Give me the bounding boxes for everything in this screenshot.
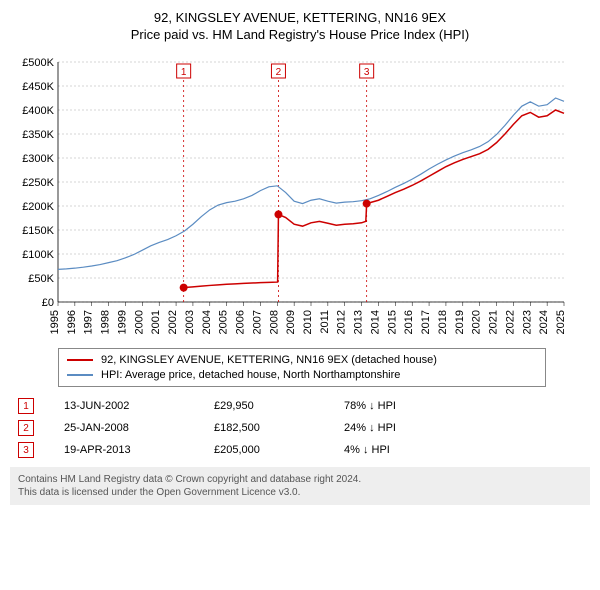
svg-text:£100K: £100K <box>22 249 54 261</box>
svg-text:2003: 2003 <box>184 310 196 334</box>
svg-text:2008: 2008 <box>268 310 280 334</box>
svg-text:2025: 2025 <box>555 310 567 334</box>
svg-text:1995: 1995 <box>49 310 61 334</box>
svg-text:2021: 2021 <box>488 310 500 334</box>
chart-container: £0 £50K £100K £150K £200K £250K £300K £350K £400… <box>10 52 590 342</box>
title-address: 92, KINGSLEY AVENUE, KETTERING, NN16 9EX <box>10 10 590 27</box>
svg-text:2005: 2005 <box>218 310 230 334</box>
svg-text:£50K: £50K <box>28 273 54 285</box>
svg-text:2022: 2022 <box>504 310 516 334</box>
svg-text:£250K: £250K <box>22 177 54 189</box>
svg-text:2013: 2013 <box>353 310 365 334</box>
svg-text:1998: 1998 <box>100 310 112 334</box>
legend-item-hpi: HPI: Average price, detached house, Nort… <box>67 368 537 383</box>
svg-text:£200K: £200K <box>22 201 54 213</box>
legend-swatch-hpi <box>67 374 93 376</box>
svg-text:1999: 1999 <box>116 310 128 334</box>
sale-date-3: 19-APR-2013 <box>64 444 214 456</box>
sale-row-2: 2 25-JAN-2008 £182,500 24% ↓ HPI <box>10 417 590 439</box>
svg-text:£450K: £450K <box>22 81 54 93</box>
svg-text:2016: 2016 <box>403 310 415 334</box>
svg-text:2017: 2017 <box>420 310 432 334</box>
svg-text:2: 2 <box>276 67 282 78</box>
svg-text:2009: 2009 <box>285 310 297 334</box>
legend-swatch-property <box>67 359 93 361</box>
sale-date-1: 13-JUN-2002 <box>64 400 214 412</box>
title-block: 92, KINGSLEY AVENUE, KETTERING, NN16 9EX… <box>10 10 590 44</box>
sale-marker-2: 2 <box>18 420 34 436</box>
sale-marker-3: 3 <box>18 442 34 458</box>
svg-text:1996: 1996 <box>66 310 78 334</box>
sale-row-3: 3 19-APR-2013 £205,000 4% ↓ HPI <box>10 439 590 461</box>
svg-text:2018: 2018 <box>437 310 449 334</box>
svg-text:£500K: £500K <box>22 57 54 69</box>
svg-text:2015: 2015 <box>386 310 398 334</box>
svg-text:2020: 2020 <box>471 310 483 334</box>
svg-text:2019: 2019 <box>454 310 466 334</box>
svg-text:£300K: £300K <box>22 153 54 165</box>
svg-text:£400K: £400K <box>22 105 54 117</box>
svg-text:2023: 2023 <box>521 310 533 334</box>
svg-text:2006: 2006 <box>235 310 247 334</box>
sale-price-2: £182,500 <box>214 422 344 434</box>
svg-text:2001: 2001 <box>150 310 162 334</box>
svg-text:3: 3 <box>364 67 370 78</box>
price-chart: £0 £50K £100K £150K £200K £250K £300K £350K £400… <box>10 52 570 342</box>
sale-date-2: 25-JAN-2008 <box>64 422 214 434</box>
footer-line-2: This data is licensed under the Open Gov… <box>18 486 582 499</box>
svg-text:2024: 2024 <box>538 310 550 334</box>
sale-diff-3: 4% ↓ HPI <box>344 444 464 456</box>
legend-label-hpi: HPI: Average price, detached house, Nort… <box>101 368 400 383</box>
sale-diff-1: 78% ↓ HPI <box>344 400 464 412</box>
svg-text:1997: 1997 <box>83 310 95 334</box>
sale-row-1: 1 13-JUN-2002 £29,950 78% ↓ HPI <box>10 395 590 417</box>
title-subtitle: Price paid vs. HM Land Registry's House … <box>10 27 590 44</box>
svg-text:£0: £0 <box>42 297 54 309</box>
sales-table: 1 13-JUN-2002 £29,950 78% ↓ HPI 2 25-JAN… <box>10 395 590 461</box>
legend: 92, KINGSLEY AVENUE, KETTERING, NN16 9EX… <box>58 348 546 388</box>
footer-line-1: Contains HM Land Registry data © Crown c… <box>18 473 582 486</box>
svg-text:£350K: £350K <box>22 129 54 141</box>
sale-price-1: £29,950 <box>214 400 344 412</box>
svg-text:2000: 2000 <box>133 310 145 334</box>
sale-price-3: £205,000 <box>214 444 344 456</box>
svg-text:2014: 2014 <box>369 310 381 334</box>
legend-item-property: 92, KINGSLEY AVENUE, KETTERING, NN16 9EX… <box>67 353 537 368</box>
svg-text:£150K: £150K <box>22 225 54 237</box>
svg-text:2007: 2007 <box>251 310 263 334</box>
sale-diff-2: 24% ↓ HPI <box>344 422 464 434</box>
svg-text:2002: 2002 <box>167 310 179 334</box>
svg-text:2011: 2011 <box>319 310 331 334</box>
svg-text:2004: 2004 <box>201 310 213 334</box>
sale-marker-1: 1 <box>18 398 34 414</box>
legend-label-property: 92, KINGSLEY AVENUE, KETTERING, NN16 9EX… <box>101 353 437 368</box>
svg-text:1: 1 <box>181 67 187 78</box>
svg-text:2012: 2012 <box>336 310 348 334</box>
svg-text:2010: 2010 <box>302 310 314 334</box>
footer: Contains HM Land Registry data © Crown c… <box>10 467 590 505</box>
